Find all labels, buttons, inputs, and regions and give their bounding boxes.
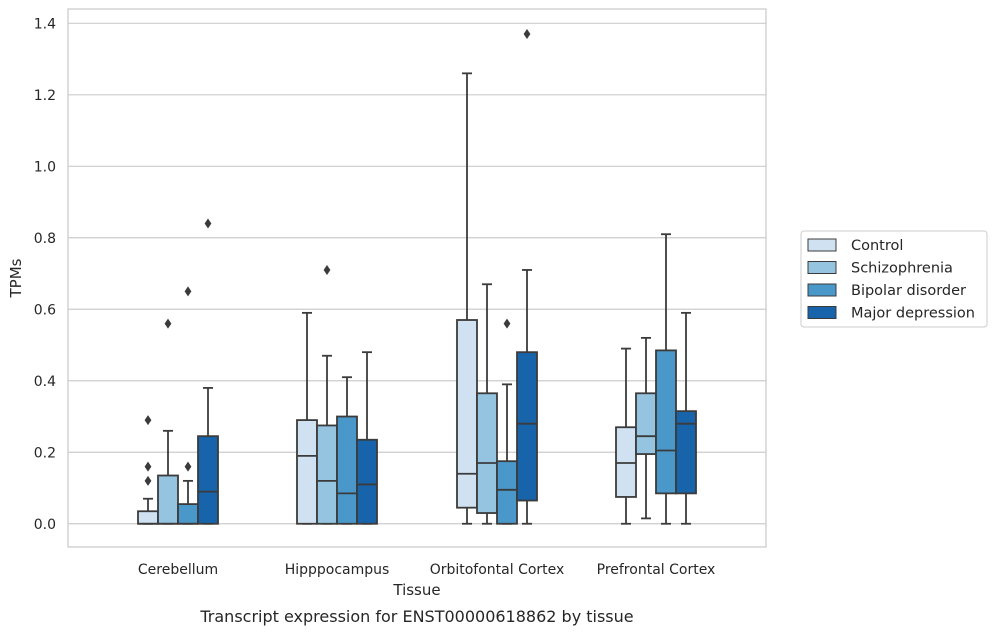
legend: Control Schizophrenia Bipolar disorder Majo…: [800, 230, 988, 328]
outlier-point: [144, 415, 152, 426]
legend-swatch: [807, 238, 837, 252]
chart-caption: Transcript expression for ENST0000061886…: [199, 607, 633, 626]
y-tick-label: 0.2: [34, 445, 56, 461]
box-control: [456, 72, 478, 525]
box-bipolar-disorder: [655, 233, 677, 525]
box-major-depression: [197, 218, 219, 525]
legend-label: Major depression: [851, 306, 975, 322]
box-control: [137, 415, 159, 525]
x-tick-label: Prefrontal Cortex: [597, 562, 716, 578]
box-schizophrenia: [316, 264, 338, 525]
box-iqr: [476, 392, 498, 514]
y-tick-label: 1.0: [34, 159, 56, 175]
box-iqr: [635, 392, 657, 455]
box-control: [296, 311, 318, 525]
box-iqr: [177, 503, 199, 525]
x-tick-label: Hipppocampus: [285, 562, 390, 578]
legend-swatch: [807, 306, 837, 319]
box-iqr: [655, 349, 677, 495]
outlier-point: [503, 318, 511, 329]
box-plots: [137, 29, 697, 525]
box-iqr: [456, 319, 478, 509]
box-bipolar-disorder: [496, 318, 518, 525]
box-iqr: [197, 435, 219, 525]
legend-label: Bipolar disorder: [851, 283, 966, 299]
x-axis-ticks: Cerebellum Hipppocampus Orbitofontal Corte…: [138, 562, 715, 578]
legend-frame: [800, 230, 988, 328]
grid-lines: [68, 22, 766, 525]
legend-swatch: [807, 283, 837, 297]
y-tick-label: 0.8: [34, 231, 56, 247]
y-tick-label: 0.0: [34, 517, 56, 533]
y-tick-label: 0.6: [34, 302, 56, 318]
y-axis-ticks: 0.0 0.2 0.4 0.6 0.8 1.0 1.2 1.4: [34, 16, 56, 532]
box-major-depression: [356, 351, 378, 525]
legend-label: Schizophrenia: [851, 261, 953, 277]
x-tick-label: Orbitofontal Cortex: [430, 562, 565, 578]
box-bipolar-disorder: [177, 286, 199, 525]
outlier-point: [144, 461, 152, 472]
outlier-point: [184, 461, 192, 472]
y-tick-label: 1.2: [34, 88, 56, 104]
box-iqr: [157, 474, 179, 525]
outlier-point: [523, 29, 531, 40]
box-iqr: [356, 438, 378, 525]
box-schizophrenia: [476, 283, 498, 525]
outlier-point: [144, 475, 152, 486]
y-tick-label: 0.4: [34, 374, 56, 390]
box-major-depression: [675, 311, 697, 525]
box-iqr: [496, 460, 518, 525]
x-tick-label: Cerebellum: [138, 562, 218, 578]
box-schizophrenia: [635, 336, 657, 520]
box-control: [615, 347, 637, 525]
box-iqr: [137, 510, 159, 525]
box-iqr: [296, 419, 318, 525]
box-schizophrenia: [157, 318, 179, 525]
box-iqr: [336, 415, 358, 525]
legend-swatch: [807, 261, 837, 274]
plot-area-frame: [67, 8, 767, 548]
y-tick-label: 1.4: [34, 16, 56, 32]
box-iqr: [516, 351, 538, 502]
outlier-point: [164, 318, 172, 329]
outlier-point: [184, 286, 192, 297]
outlier-point: [323, 264, 331, 275]
box-iqr: [675, 410, 697, 495]
box-iqr: [316, 424, 338, 525]
box-bipolar-disorder: [336, 376, 358, 525]
outlier-point: [204, 218, 212, 229]
x-axis-title: Tissue: [392, 581, 440, 599]
y-axis-title: TPMs: [7, 258, 25, 298]
legend-label: Control: [851, 238, 903, 254]
box-major-depression: [516, 29, 538, 525]
